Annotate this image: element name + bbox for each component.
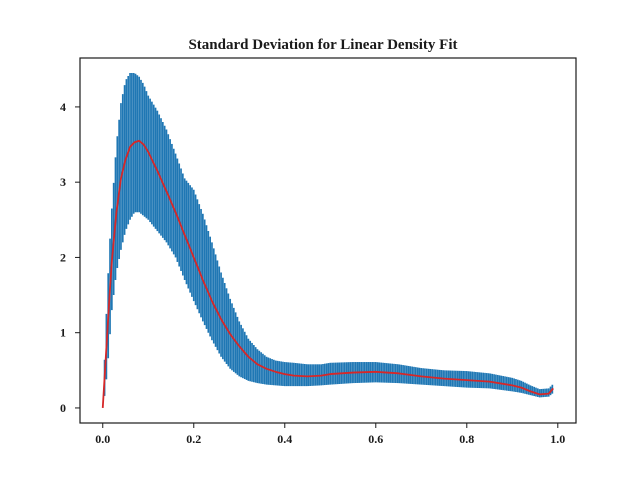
x-tick-label: 0.2 bbox=[186, 432, 201, 446]
y-axis: 0 1 2 3 4 bbox=[60, 100, 80, 415]
mean-line-group bbox=[101, 139, 554, 409]
y-tick-label: 3 bbox=[60, 175, 66, 189]
x-tick-label: 1.0 bbox=[550, 432, 565, 446]
std-band bbox=[103, 73, 554, 398]
x-tick-label: 0.6 bbox=[368, 432, 383, 446]
x-tick-label: 0.0 bbox=[95, 432, 110, 446]
y-tick-label: 2 bbox=[60, 250, 66, 264]
axes-frame bbox=[79, 57, 577, 424]
x-axis: 0.0 0.2 0.4 0.6 0.8 1.0 bbox=[95, 423, 565, 446]
y-tick-label: 0 bbox=[60, 401, 66, 415]
x-tick-label: 0.4 bbox=[277, 432, 292, 446]
mean-line bbox=[101, 139, 554, 409]
y-tick-label: 4 bbox=[60, 100, 66, 114]
chart-title: Standard Deviation for Linear Density Fi… bbox=[188, 37, 457, 53]
x-tick-label: 0.8 bbox=[459, 432, 474, 446]
y-tick-label: 1 bbox=[60, 326, 66, 340]
